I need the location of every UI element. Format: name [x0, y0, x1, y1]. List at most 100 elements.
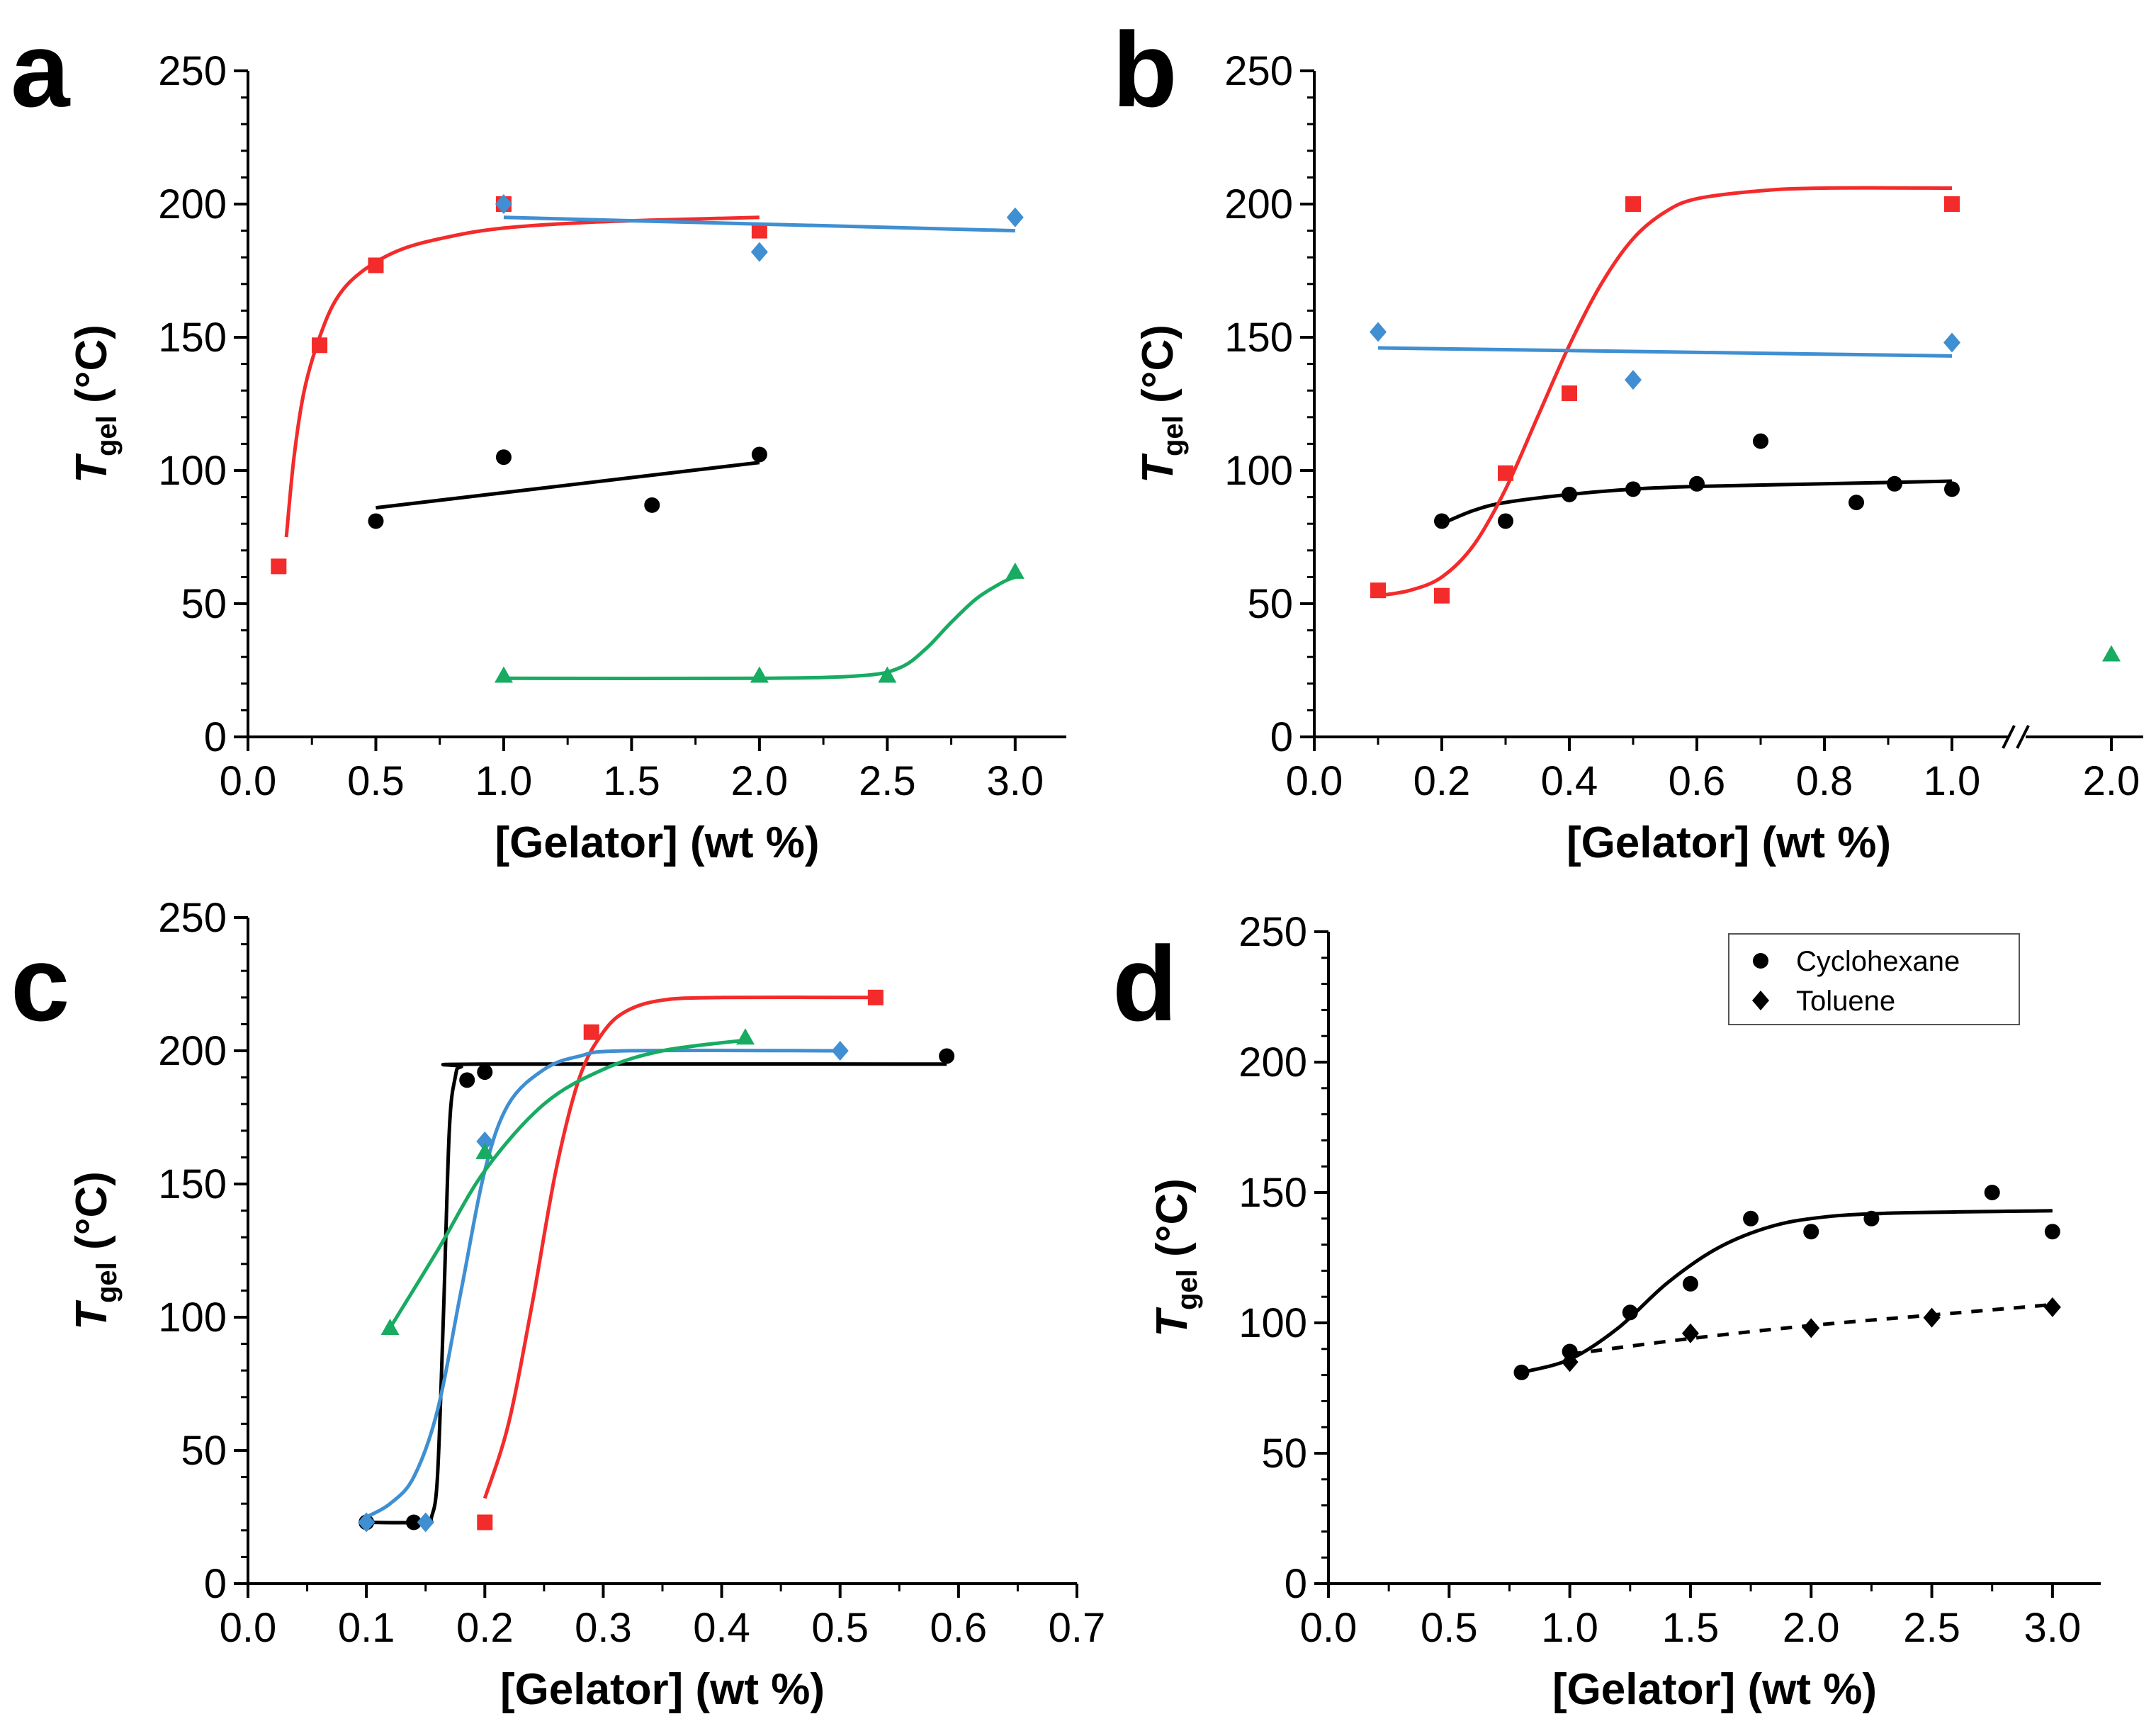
data-point-Cyclohexane: [1803, 1224, 1819, 1240]
data-point-red: [368, 257, 384, 274]
fit-line-Cyclohexane: [1520, 1209, 2053, 1375]
legend-label: Toluene: [1796, 986, 1895, 1017]
y-axis-title-subscript: gel: [1158, 415, 1189, 456]
x-tick-label: 2.0: [731, 758, 789, 804]
data-point-Cyclohexane: [1984, 1185, 2000, 1200]
y-tick-label: 50: [181, 581, 227, 627]
fit-line-black: [376, 461, 760, 510]
data-point-red: [1944, 196, 1960, 212]
x-tick-label: 0.0: [220, 1605, 277, 1651]
x-tick-label: 0.0: [1286, 758, 1343, 804]
x-axis-title: [Gelator] (wt %): [1552, 1665, 1877, 1714]
x-tick-label: 3.0: [986, 758, 1044, 804]
data-point-red: [1434, 587, 1450, 604]
y-axis-title: Tgel (°C): [67, 1171, 123, 1330]
y-tick-label: 150: [158, 315, 227, 361]
data-point-Cyclohexane: [1513, 1364, 1530, 1380]
data-point-Toluene: [1923, 1307, 1941, 1328]
data-point-Cyclohexane: [1682, 1275, 1698, 1292]
x-axis-title: [Gelator] (wt %): [495, 818, 819, 867]
data-point-Toluene: [2043, 1297, 2061, 1317]
data-point-red: [477, 1514, 493, 1530]
y-tick-label: 100: [1224, 448, 1293, 494]
y-tick-label: 150: [1224, 315, 1293, 361]
y-tick-label: 200: [1224, 181, 1293, 227]
data-point-blue: [1006, 207, 1024, 227]
x-tick-label: 0.4: [1541, 758, 1598, 804]
legend-box: [1728, 933, 2020, 1025]
x-tick-label: 1.0: [1924, 758, 1981, 804]
data-point-black: [495, 449, 512, 466]
y-axis-title-symbol: T: [1134, 453, 1183, 483]
data-point-green: [736, 1028, 755, 1045]
data-point-blue: [1943, 332, 1960, 353]
legend-marker-cyclohexane: [1753, 953, 1768, 969]
y-axis-title: Tgel (°C): [67, 325, 123, 483]
data-point-black: [1625, 481, 1641, 497]
data-point-black: [459, 1072, 475, 1088]
y-axis-title-unit: (°C): [67, 1171, 116, 1262]
x-tick-label: 0.7: [1049, 1605, 1106, 1651]
chart-panel-b: 0 50 100 150 200 250 0.0 0.2 0.4 0.6 0.8 1.0 2.0 [Gel…: [1134, 48, 2143, 867]
data-point-red: [1562, 385, 1577, 401]
x-tick-label: 0.8: [1796, 758, 1853, 804]
panel-label-a: a: [11, 10, 71, 129]
y-tick-label: 0: [204, 714, 227, 760]
data-point-black: [406, 1514, 422, 1530]
x-tick-label: 0.2: [1413, 758, 1471, 804]
x-tick-label: 0.0: [220, 758, 277, 804]
fit-line-black: [366, 1062, 947, 1525]
y-tick-label: 50: [1261, 1431, 1307, 1477]
data-point-black: [751, 446, 767, 463]
chart-panel-c: 0 50 100 150 200 250 0.0 0.1 0.2 0.3 0.4 0.5 0.6 0.7 […: [67, 895, 1105, 1714]
x-tick-label: 2.0: [2083, 758, 2140, 804]
fit-line-green: [503, 575, 1016, 681]
y-axis-title-subscript: gel: [91, 415, 123, 456]
x-axis-title: [Gelator] (wt %): [500, 1665, 825, 1714]
data-point-black: [939, 1048, 955, 1064]
data-point-black: [1753, 433, 1768, 449]
data-point-black: [477, 1064, 493, 1081]
y-axis-title-unit: (°C): [67, 325, 116, 415]
data-point-blue: [476, 1131, 494, 1151]
x-tick-label: 0.5: [1421, 1605, 1478, 1651]
y-tick-label: 150: [1238, 1170, 1307, 1216]
data-point-green: [475, 1142, 495, 1159]
y-tick-label: 50: [181, 1428, 227, 1474]
data-point-blue: [1370, 322, 1387, 342]
y-tick-label: 100: [158, 1295, 227, 1341]
data-point-black: [1562, 486, 1577, 502]
fit-line-blue: [1377, 346, 1953, 358]
data-point-black: [1849, 495, 1864, 511]
x-tick-label: 2.0: [1783, 1605, 1840, 1651]
y-tick-label: 100: [1238, 1300, 1307, 1346]
data-point-blue: [750, 242, 768, 262]
fit-line-red: [1377, 186, 1953, 598]
data-point-green: [750, 666, 769, 683]
data-point-red: [1625, 196, 1641, 212]
x-tick-label: 0.3: [575, 1605, 632, 1651]
y-axis-title: Tgel (°C): [1148, 1178, 1203, 1337]
y-tick-label: 0: [1270, 714, 1293, 760]
x-tick-label: 0.0: [1300, 1605, 1358, 1651]
y-tick-label: 250: [158, 48, 227, 94]
data-point-black: [644, 497, 660, 513]
data-point-Cyclohexane: [1743, 1210, 1759, 1227]
y-tick-label: 200: [158, 1028, 227, 1074]
y-tick-label: 250: [158, 895, 227, 941]
data-point-Toluene: [1802, 1318, 1820, 1338]
data-point-red: [312, 337, 328, 354]
y-tick-label: 200: [158, 181, 227, 227]
data-point-blue: [1625, 370, 1642, 390]
panel-label-c: c: [11, 924, 69, 1043]
x-tick-label: 3.0: [2024, 1605, 2082, 1651]
y-tick-label: 150: [158, 1161, 227, 1207]
fit-line-blue: [503, 215, 1015, 233]
y-tick-label: 200: [1238, 1039, 1307, 1086]
data-point-Cyclohexane: [2044, 1224, 2060, 1240]
data-point-Toluene: [1561, 1352, 1579, 1372]
chart-panel-d: 0 50 100 150 200 250 0.0 0.5 1.0 1.5 2.0 2.5 3.0 [Gel…: [1148, 909, 2101, 1714]
data-point-red: [1498, 465, 1513, 481]
legend-marker-toluene: [1752, 991, 1769, 1010]
